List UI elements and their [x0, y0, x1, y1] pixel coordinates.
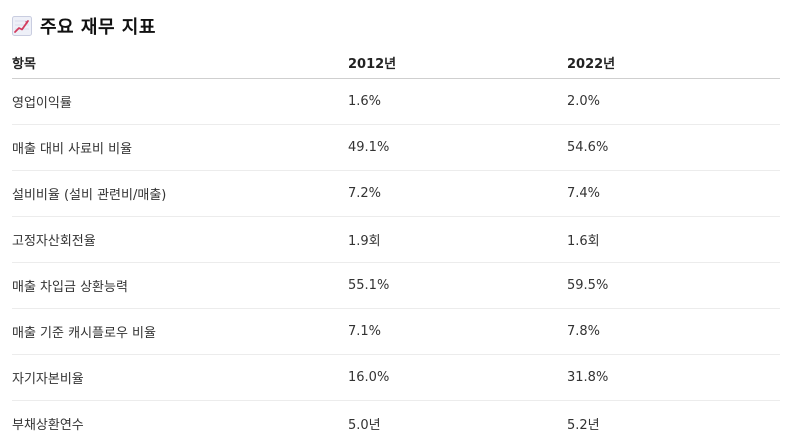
table-row: 자기자본비율 16.0% 31.8%: [12, 355, 780, 401]
financial-indicators-section: 주요 재무 지표 항목 2012년 2022년 영업이익률 1.6% 2.0% …: [12, 10, 782, 446]
table-header-row: 항목 2012년 2022년: [12, 46, 780, 79]
financial-indicators-table: 항목 2012년 2022년 영업이익률 1.6% 2.0% 매출 대비 사료비…: [12, 46, 780, 446]
row-value-2012: 16.0%: [348, 355, 567, 401]
table-row: 매출 기준 캐시플로우 비율 7.1% 7.8%: [12, 309, 780, 355]
row-value-2022: 7.8%: [567, 309, 780, 355]
row-value-2022: 54.6%: [567, 125, 780, 171]
row-value-2022: 5.2년: [567, 401, 780, 446]
row-item-label: 고정자산회전율: [12, 217, 348, 263]
table-row: 부채상환연수 5.0년 5.2년: [12, 401, 780, 446]
row-value-2022: 31.8%: [567, 355, 780, 401]
row-item-label: 자기자본비율: [12, 355, 348, 401]
table-row: 영업이익률 1.6% 2.0%: [12, 79, 780, 125]
row-item-label: 매출 기준 캐시플로우 비율: [12, 309, 348, 355]
row-value-2012: 49.1%: [348, 125, 567, 171]
table-row: 매출 대비 사료비 비율 49.1% 54.6%: [12, 125, 780, 171]
row-value-2012: 5.0년: [348, 401, 567, 446]
row-item-label: 매출 대비 사료비 비율: [12, 125, 348, 171]
column-header-2022: 2022년: [567, 46, 780, 79]
row-value-2022: 2.0%: [567, 79, 780, 125]
row-value-2012: 7.1%: [348, 309, 567, 355]
row-value-2012: 7.2%: [348, 171, 567, 217]
row-item-label: 설비비율 (설비 관련비/매출): [12, 171, 348, 217]
row-value-2022: 1.6회: [567, 217, 780, 263]
row-value-2022: 7.4%: [567, 171, 780, 217]
row-item-label: 영업이익률: [12, 79, 348, 125]
table-row: 매출 차입금 상환능력 55.1% 59.5%: [12, 263, 780, 309]
column-header-item: 항목: [12, 46, 348, 79]
row-value-2012: 55.1%: [348, 263, 567, 309]
row-value-2022: 59.5%: [567, 263, 780, 309]
row-value-2012: 1.6%: [348, 79, 567, 125]
page-title: 주요 재무 지표: [40, 13, 156, 39]
row-item-label: 매출 차입금 상환능력: [12, 263, 348, 309]
chart-increasing-icon: [12, 16, 32, 36]
column-header-2012: 2012년: [348, 46, 567, 79]
table-row: 설비비율 (설비 관련비/매출) 7.2% 7.4%: [12, 171, 780, 217]
row-item-label: 부채상환연수: [12, 401, 348, 446]
section-header: 주요 재무 지표: [12, 10, 782, 42]
table-row: 고정자산회전율 1.9회 1.6회: [12, 217, 780, 263]
row-value-2012: 1.9회: [348, 217, 567, 263]
